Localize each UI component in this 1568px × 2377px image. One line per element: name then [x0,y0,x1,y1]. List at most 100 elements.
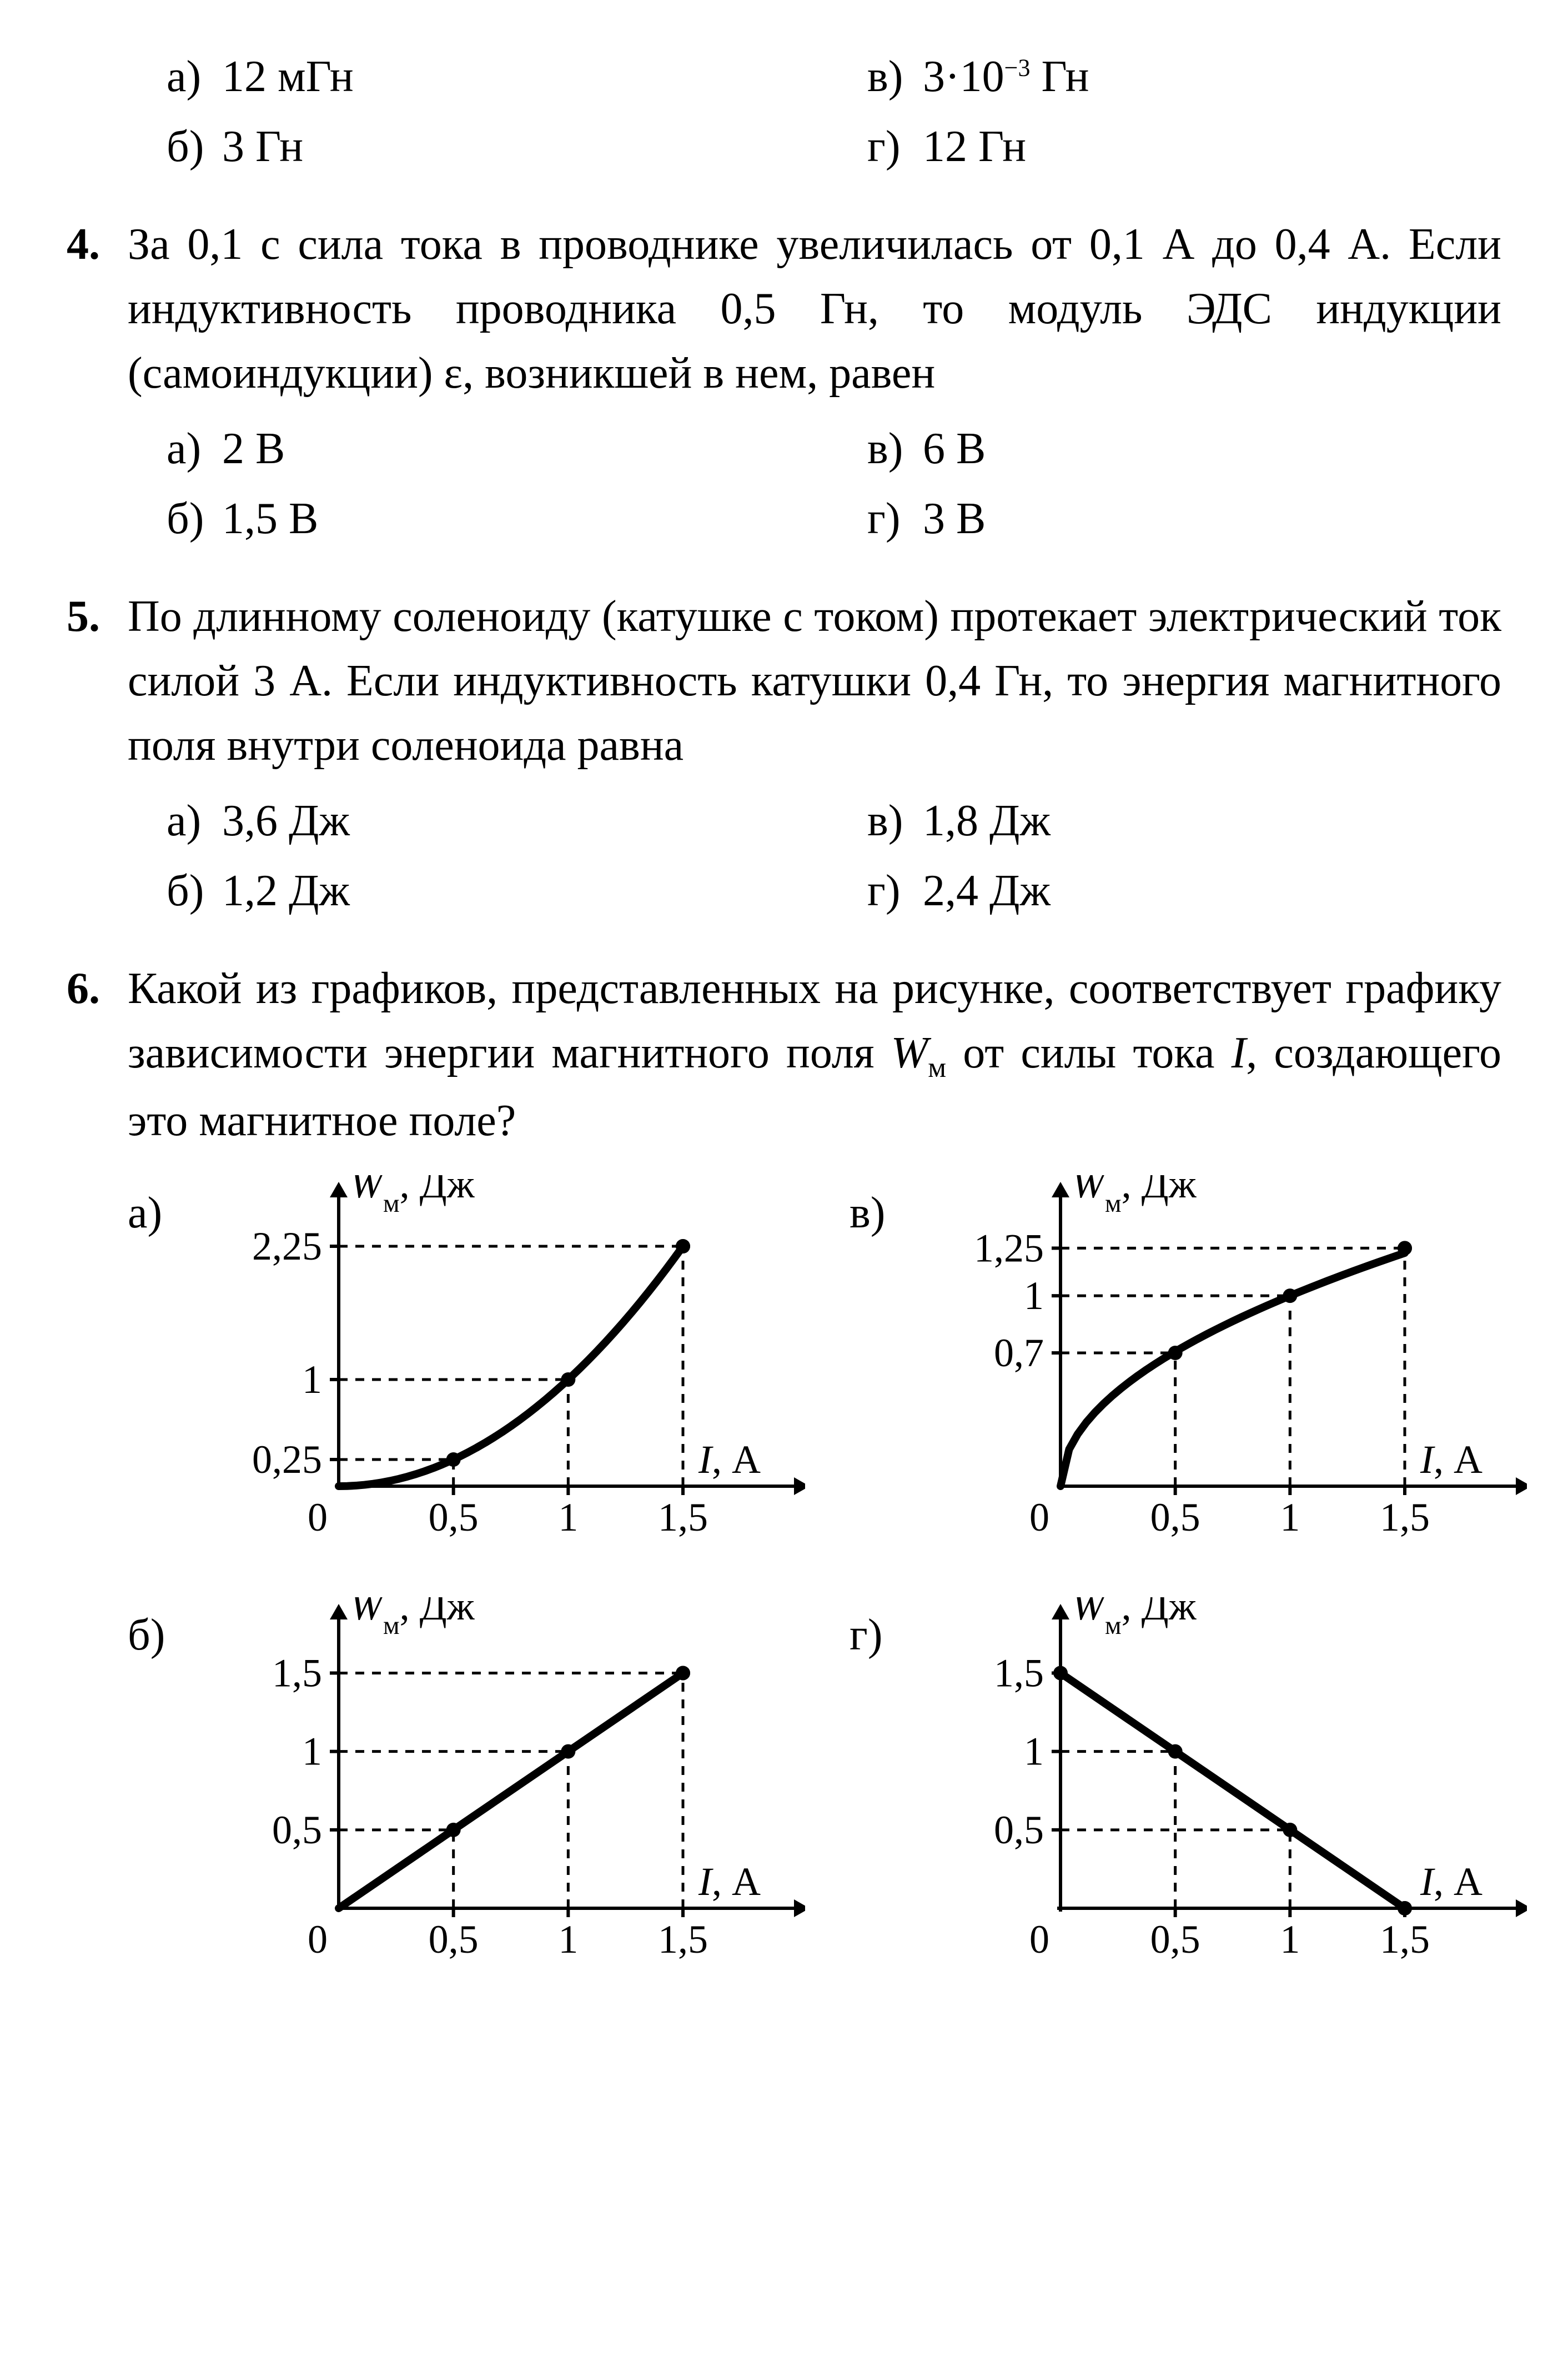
svg-text:0: 0 [308,1495,328,1539]
svg-text:0: 0 [308,1917,328,1962]
svg-text:I, А: I, А [1420,1859,1482,1904]
question-6: 6. Какой из графиков, представленных на … [67,956,1501,1153]
option-label: г) [867,114,923,179]
svg-text:0,5: 0,5 [429,1495,479,1539]
svg-text:0,5: 0,5 [272,1808,322,1852]
chart-v-cell: в) 0,511,50,711,250Wм, ДжI, А [850,1175,1527,1564]
option-label: а) [167,417,222,481]
svg-text:I, А: I, А [698,1437,761,1482]
svg-text:1,5: 1,5 [272,1651,322,1696]
svg-text:1,5: 1,5 [1380,1495,1430,1539]
chart-b: 0,511,50,511,50Wм, ДжI, А [194,1597,805,1986]
option-text: 6 В [923,417,986,481]
svg-text:0,7: 0,7 [994,1331,1044,1375]
q6-symbol-i: I [1232,1029,1247,1077]
svg-text:I, А: I, А [698,1859,761,1904]
svg-text:1: 1 [302,1729,322,1774]
svg-text:1,25: 1,25 [974,1226,1044,1271]
option-label: в) [867,789,923,853]
q4-option-a: а) 2 В [167,417,801,481]
option-label: б) [167,487,222,551]
q6-symbol-w: W [891,1029,928,1077]
svg-text:0,5: 0,5 [429,1917,479,1962]
chart-v: 0,511,50,711,250Wм, ДжI, А [916,1175,1527,1564]
q6-charts: а) 0,511,50,2512,250Wм, ДжI, А в) 0,511,… [128,1175,1501,1986]
svg-text:0,25: 0,25 [252,1437,322,1482]
chart-g-cell: г) 0,5 1 1,5 0,5 1 1,5 0 Wм, Дж I, А [850,1597,1527,1986]
option-label: а) [167,44,222,109]
q5-option-b: б) 1,2 Дж [167,859,801,923]
svg-text:2,25: 2,25 [252,1224,322,1268]
option-label: г) [867,487,923,551]
svg-text:1: 1 [302,1357,322,1402]
option-text: 1,5 В [222,487,318,551]
option-text: 3,6 Дж [222,789,350,853]
svg-text:I, А: I, А [1420,1437,1482,1482]
chart-a-label: а) [128,1175,194,1245]
q3-option-g: г) 12 Гн [867,114,1501,179]
chart-b-cell: б) 0,511,50,511,50Wм, ДжI, А [128,1597,805,1986]
chart-v-label: в) [850,1175,916,1245]
svg-text:0,5: 0,5 [1150,1917,1200,1962]
chart-g-label: г) [850,1597,916,1667]
q3-option-b: б) 3 Гн [167,114,801,179]
option-text: 3·10−3 Гн [923,44,1089,109]
svg-text:1: 1 [1024,1274,1044,1318]
q4-option-v: в) 6 В [867,417,1501,481]
question-4: 4. За 0,1 с сила тока в проводнике увели… [67,212,1501,405]
q6-text-part2: от силы тока [946,1029,1231,1077]
option-text: 3 Гн [222,114,303,179]
q3-option-v: в) 3·10−3 Гн [867,44,1501,109]
chart-a-cell: а) 0,5 1 1,5 0,25 1 2,25 0 Wм, Дж I, А [128,1175,805,1564]
q4-options: а) 2 В в) 6 В б) 1,5 В г) 3 В [167,417,1501,551]
question-text: Какой из графиков, представленных на рис… [128,956,1501,1153]
question-text: За 0,1 с сила тока в проводнике увеличил… [128,212,1501,405]
svg-text:1: 1 [1280,1917,1300,1962]
svg-text:0: 0 [1029,1917,1049,1962]
svg-text:1: 1 [558,1917,578,1962]
q6-subscript: м [928,1052,946,1084]
svg-text:1: 1 [1280,1495,1300,1539]
q5-option-g: г) 2,4 Дж [867,859,1501,923]
chart-g: 0,5 1 1,5 0,5 1 1,5 0 Wм, Дж I, А [916,1597,1527,1986]
chart-a: 0,5 1 1,5 0,25 1 2,25 0 Wм, Дж I, А [194,1175,805,1564]
svg-text:0: 0 [1029,1495,1049,1539]
q4-option-b: б) 1,5 В [167,487,801,551]
option-text: 1,8 Дж [923,789,1051,853]
svg-text:1: 1 [1024,1729,1044,1774]
svg-text:0,5: 0,5 [994,1808,1044,1852]
question-text: По длинному соленоиду (катушке с током) … [128,584,1501,778]
svg-text:1,5: 1,5 [1380,1917,1430,1962]
option-label: а) [167,789,222,853]
option-label: б) [167,859,222,923]
option-label: г) [867,859,923,923]
option-text: 12 мГн [222,44,354,109]
svg-text:Wм, Дж: Wм, Дж [1072,1175,1197,1218]
option-text: 2 В [222,417,285,481]
option-text: 12 Гн [923,114,1026,179]
svg-text:1,5: 1,5 [658,1495,708,1539]
option-text: 3 В [923,487,986,551]
q4-option-g: г) 3 В [867,487,1501,551]
q5-option-v: в) 1,8 Дж [867,789,1501,853]
option-label: б) [167,114,222,179]
svg-text:0,5: 0,5 [1150,1495,1200,1539]
q5-options: а) 3,6 Дж в) 1,8 Дж б) 1,2 Дж г) 2,4 Дж [167,789,1501,923]
chart-b-label: б) [128,1597,194,1667]
option-label: в) [867,417,923,481]
q3-option-a: а) 12 мГн [167,44,801,109]
option-text: 2,4 Дж [923,859,1051,923]
option-text: 1,2 Дж [222,859,350,923]
svg-text:Wм, Дж: Wм, Дж [350,1597,475,1640]
q5-option-a: а) 3,6 Дж [167,789,801,853]
q3-options: а) 12 мГн в) 3·10−3 Гн б) 3 Гн г) 12 Гн [167,44,1501,179]
question-5: 5. По длинному соленоиду (катушке с токо… [67,584,1501,778]
svg-text:Wм, Дж: Wм, Дж [350,1175,475,1218]
question-number: 6. [67,956,128,1153]
svg-text:1,5: 1,5 [994,1651,1044,1696]
option-label: в) [867,44,923,109]
svg-text:Wм, Дж: Wм, Дж [1072,1597,1197,1640]
question-number: 4. [67,212,128,405]
svg-text:1: 1 [558,1495,578,1539]
question-number: 5. [67,584,128,778]
